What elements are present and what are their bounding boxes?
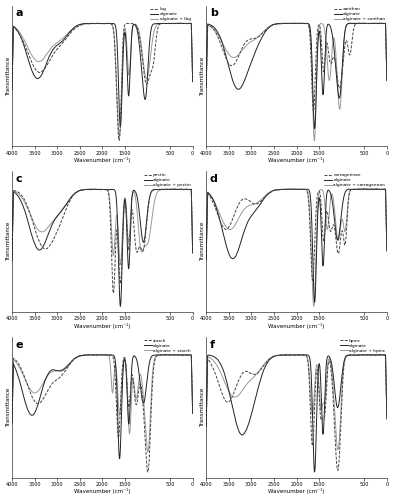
Y-axis label: Transmittance: Transmittance xyxy=(6,222,11,262)
Text: f: f xyxy=(210,340,215,350)
X-axis label: Wavenumber (cm⁻¹): Wavenumber (cm⁻¹) xyxy=(268,322,325,328)
Legend: hpmc, alginate, alginate + hpmc: hpmc, alginate, alginate + hpmc xyxy=(339,338,386,353)
X-axis label: Wavenumber (cm⁻¹): Wavenumber (cm⁻¹) xyxy=(74,322,130,328)
Text: c: c xyxy=(15,174,22,184)
Y-axis label: Transmittance: Transmittance xyxy=(6,388,11,427)
Text: a: a xyxy=(15,8,23,18)
Legend: starch, alginate, alginate + starch: starch, alginate, alginate + starch xyxy=(143,338,191,353)
Legend: lbg, alginate, alginate + lbg: lbg, alginate, alginate + lbg xyxy=(150,7,191,22)
Y-axis label: Transmittance: Transmittance xyxy=(200,222,205,262)
X-axis label: Wavenumber (cm⁻¹): Wavenumber (cm⁻¹) xyxy=(74,488,130,494)
Text: b: b xyxy=(210,8,217,18)
X-axis label: Wavenumber (cm⁻¹): Wavenumber (cm⁻¹) xyxy=(74,157,130,163)
X-axis label: Wavenumber (cm⁻¹): Wavenumber (cm⁻¹) xyxy=(268,157,325,163)
Legend: pectin, alginate, alginate + pectin: pectin, alginate, alginate + pectin xyxy=(143,172,191,188)
Y-axis label: Transmittance: Transmittance xyxy=(6,56,11,96)
Legend: xanthan, alginate, alginate + xanthan: xanthan, alginate, alginate + xanthan xyxy=(333,7,386,22)
Y-axis label: Transmittance: Transmittance xyxy=(200,388,205,427)
Text: d: d xyxy=(210,174,217,184)
Text: e: e xyxy=(15,340,23,350)
Y-axis label: Transmittance: Transmittance xyxy=(200,56,205,96)
Legend: carrageenan, alginate, alginate + carrageenan: carrageenan, alginate, alginate + carrag… xyxy=(323,172,386,188)
X-axis label: Wavenumber (cm⁻¹): Wavenumber (cm⁻¹) xyxy=(268,488,325,494)
